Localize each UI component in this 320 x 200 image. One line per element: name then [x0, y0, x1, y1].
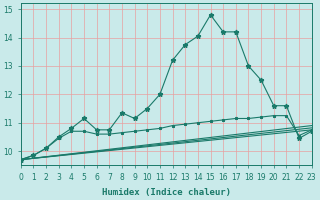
X-axis label: Humidex (Indice chaleur): Humidex (Indice chaleur)	[102, 188, 231, 197]
